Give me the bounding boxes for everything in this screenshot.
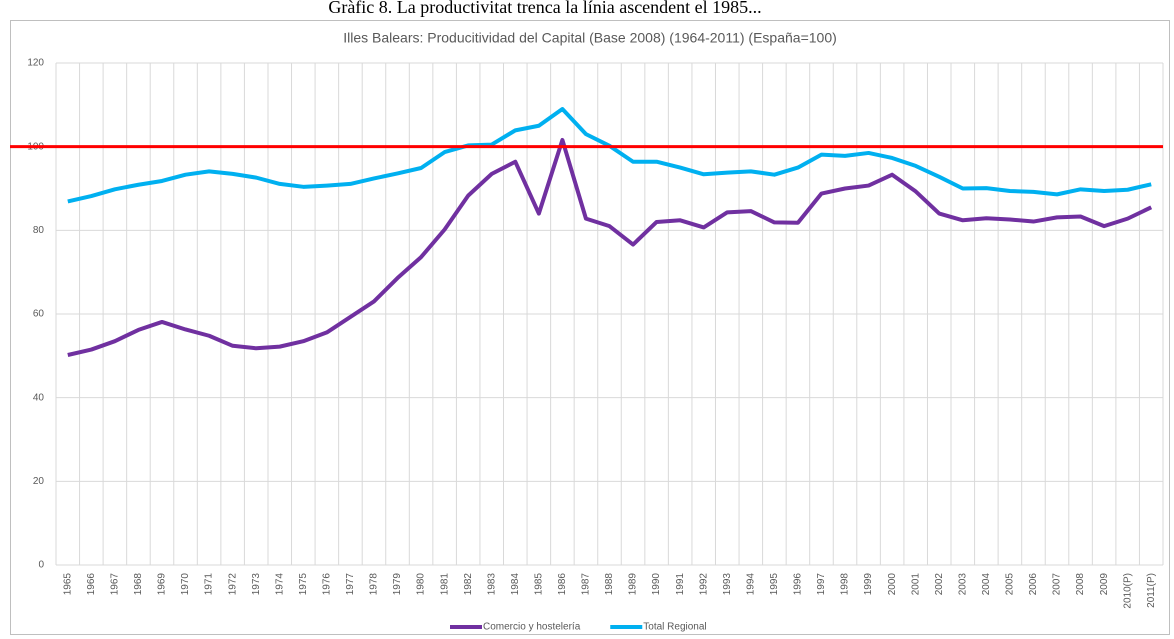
x-tick-label: 1972 [227,573,238,596]
x-tick-label: 2005 [1005,573,1016,596]
x-tick-label: 1979 [392,573,403,596]
x-tick-label: 1991 [675,573,686,596]
y-tick-label: 40 [33,392,45,403]
x-tick-label: 2011(P) [1146,573,1157,608]
x-tick-label: 1971 [204,573,215,596]
x-tick-label: 1996 [793,573,804,596]
x-tick-label: 2003 [957,573,968,596]
legend-label: Comercio y hostelería [483,622,581,633]
x-tick-label: 1999 [863,573,874,596]
x-tick-label: 1998 [840,573,851,596]
y-tick-label: 60 [33,309,45,320]
x-tick-label: 1970 [180,573,191,596]
x-tick-label: 1995 [769,573,780,596]
y-tick-label: 20 [33,476,45,487]
x-tick-label: 1992 [698,573,709,596]
x-tick-label: 1997 [816,573,827,596]
legend-label: Total Regional [643,622,706,633]
x-tick-label: 1969 [157,573,168,596]
x-tick-label: 1973 [251,573,262,596]
series-line [67,137,1153,357]
series-line [67,107,1152,204]
x-tick-label: 2009 [1099,573,1110,596]
x-tick-label: 1974 [274,573,285,596]
x-tick-label: 1988 [604,573,615,596]
x-tick-label: 1967 [110,573,121,596]
x-tick-label: 1968 [133,573,144,596]
page-heading: Gràfic 8. La productivitat trenca la lín… [328,0,761,17]
x-tick-label: 1982 [463,573,474,596]
x-tick-label: 1984 [510,573,521,596]
x-tick-label: 1985 [533,573,544,596]
x-tick-label: 1980 [416,573,427,596]
x-tick-label: 1990 [651,573,662,596]
x-tick-label: 1978 [369,573,380,596]
x-tick-label: 1993 [722,573,733,596]
x-tick-label: 2004 [981,573,992,596]
x-tick-label: 1994 [745,573,756,596]
chart-frame [10,20,1170,635]
x-tick-label: 1966 [86,573,97,596]
x-tick-label: 2001 [910,573,921,596]
x-tick-label: 2002 [934,573,945,596]
y-tick-label: 80 [33,225,45,236]
x-tick-label: 1975 [298,573,309,596]
x-tick-label: 1981 [439,573,450,596]
y-tick-label: 120 [27,58,44,69]
x-tick-label: 2000 [887,573,898,596]
x-tick-label: 2006 [1028,573,1039,596]
x-tick-label: 1989 [628,573,639,596]
y-tick-label: 0 [38,560,44,571]
x-tick-label: 1987 [581,573,592,596]
x-tick-label: 1983 [486,573,497,596]
x-tick-label: 1977 [345,573,356,596]
chart-title: Illes Balears: Producitividad del Capita… [343,30,837,46]
x-tick-label: 1976 [322,573,333,596]
x-tick-label: 2008 [1075,573,1086,596]
x-tick-label: 1986 [557,573,568,596]
x-tick-label: 2010(P) [1122,573,1133,609]
x-tick-label: 2007 [1052,573,1063,596]
x-tick-label: 1965 [62,573,73,596]
